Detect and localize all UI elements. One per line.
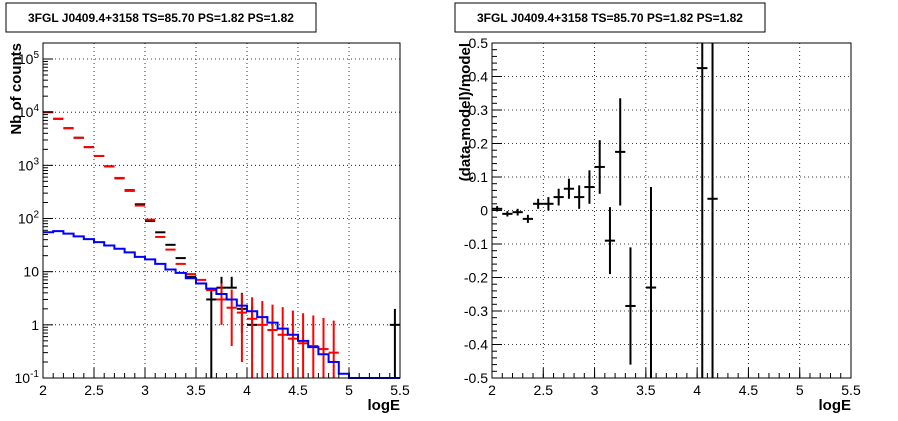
y-tick-label: 10-1 bbox=[15, 369, 40, 386]
x-tick-label: 4.5 bbox=[288, 382, 308, 398]
x-tick-label: 5 bbox=[796, 382, 804, 398]
right-panel: 3FGL J0409.4+3158 TS=85.70 PS=1.82 PS=1.… bbox=[454, 2, 861, 414]
y-tick-label: 104 bbox=[18, 103, 40, 120]
x-tick-label: 2.5 bbox=[534, 382, 554, 398]
x-tick-label: 4.5 bbox=[739, 382, 759, 398]
left-panel: 3FGL J0409.4+3158 TS=85.70 PS=1.82 PS=1.… bbox=[5, 2, 410, 414]
model-step-line bbox=[43, 230, 400, 379]
y-tick-label: 0.5 bbox=[469, 35, 489, 51]
right-xlabel: logE bbox=[819, 397, 852, 414]
left-ticks: 2 2.5 3 3.5 4 4.5 5 5.5 10-1 1 10 102 103 104 105 bbox=[15, 50, 410, 398]
x-tick-label: 5 bbox=[345, 382, 353, 398]
x-tick-label: 3 bbox=[591, 382, 599, 398]
y-tick-label: -0.2 bbox=[464, 270, 488, 286]
y-tick-label: -0.5 bbox=[464, 370, 488, 386]
left-title-box bbox=[5, 2, 317, 33]
x-tick-label: 2 bbox=[488, 382, 496, 398]
x-tick-label: 2 bbox=[39, 382, 47, 398]
right-series bbox=[492, 43, 718, 378]
y-tick-label: -0.4 bbox=[464, 337, 488, 353]
x-tick-label: 4 bbox=[693, 382, 701, 398]
y-tick-label: 0.3 bbox=[469, 102, 489, 118]
right-ticks: 2 2.5 3 3.5 4 4.5 5 5.5 -0.5 -0.4 -0.3 -0.2 -0.1 0 0.1… bbox=[464, 35, 861, 398]
right-ylabel: (data-model)/model bbox=[457, 43, 474, 181]
left-xlabel: logE bbox=[368, 397, 401, 414]
right-title: 3FGL J0409.4+3158 TS=85.70 PS=1.82 PS=1.… bbox=[477, 11, 743, 25]
left-frame bbox=[42, 42, 401, 379]
x-tick-label: 5.5 bbox=[841, 382, 861, 398]
x-tick-label: 2.5 bbox=[84, 382, 104, 398]
y-tick-label: 0.2 bbox=[469, 136, 489, 152]
y-tick-label: 103 bbox=[18, 156, 40, 173]
left-title: 3FGL J0409.4+3158 TS=85.70 PS=1.82 PS=1.… bbox=[28, 11, 294, 25]
left-grid bbox=[43, 43, 400, 378]
x-tick-label: 5.5 bbox=[390, 382, 410, 398]
left-series bbox=[43, 111, 400, 379]
x-tick-label: 3 bbox=[141, 382, 149, 398]
x-tick-label: 4 bbox=[243, 382, 251, 398]
y-tick-label: 105 bbox=[18, 50, 40, 67]
y-tick-label: 1 bbox=[31, 317, 39, 333]
x-tick-label: 3.5 bbox=[186, 382, 206, 398]
y-tick-label: 0.4 bbox=[469, 69, 489, 85]
y-tick-label: -0.3 bbox=[464, 303, 488, 319]
right-title-box bbox=[454, 2, 766, 33]
y-tick-label: 10 bbox=[23, 264, 39, 280]
right-frame bbox=[491, 42, 852, 379]
y-tick-label: 0 bbox=[480, 203, 488, 219]
y-tick-label: -0.1 bbox=[464, 236, 488, 252]
y-tick-label: 0.1 bbox=[469, 169, 489, 185]
y-tick-label: 102 bbox=[18, 210, 40, 227]
x-tick-label: 3.5 bbox=[636, 382, 656, 398]
left-ylabel: Nb of counts bbox=[8, 43, 25, 135]
right-grid bbox=[492, 43, 851, 378]
